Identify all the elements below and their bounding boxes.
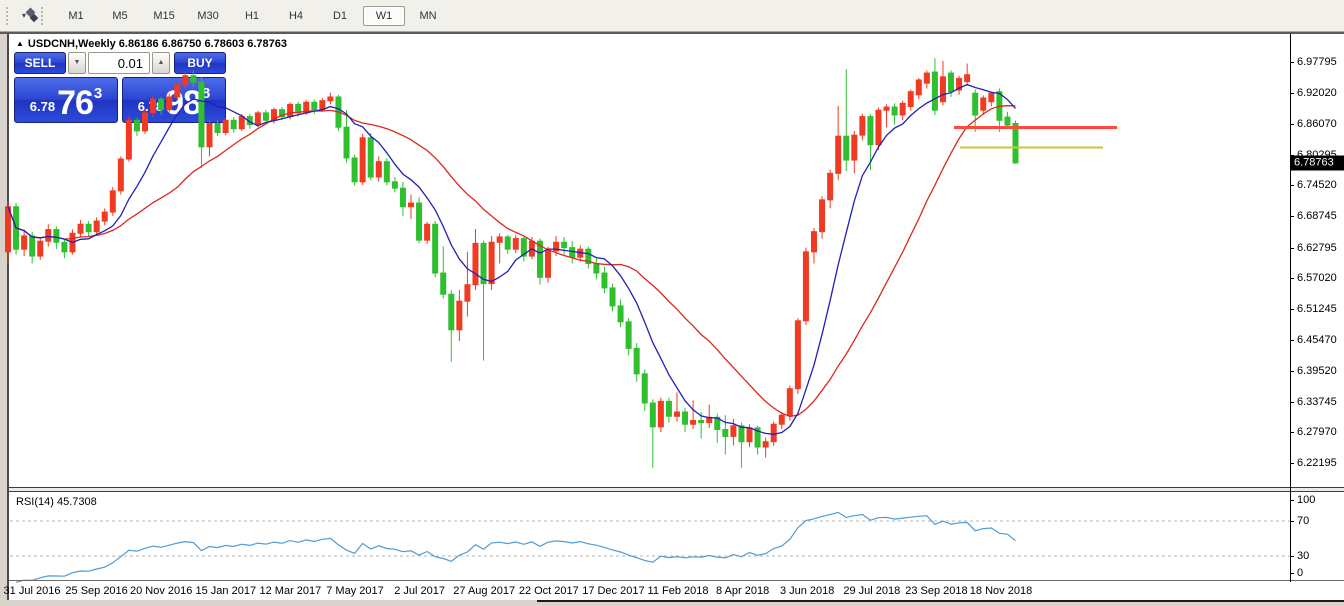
- sell-button[interactable]: SELL: [14, 52, 66, 74]
- price-axis-label: 6.51245: [1297, 302, 1337, 315]
- price-axis-border: [1290, 34, 1291, 582]
- price-axis-tick: [1290, 278, 1294, 280]
- timeframe-button-D1[interactable]: D1: [332, 9, 348, 22]
- date-axis-label: 18 Nov 2018: [969, 585, 1033, 597]
- price-axis-tick: [1290, 401, 1294, 403]
- timeframe-button-M1[interactable]: M1: [68, 9, 84, 22]
- sell-price-base: 6.78: [29, 99, 56, 114]
- price-axis-label: 6.22195: [1297, 456, 1337, 469]
- drawing-tool-button[interactable]: ▾: [15, 7, 39, 23]
- rsi-axis-tick: [1290, 573, 1294, 574]
- rsi-axis-tick: [1290, 500, 1294, 501]
- price-axis-tick: [1290, 339, 1294, 341]
- chart-left-gutter: [0, 34, 9, 606]
- pane-splitter[interactable]: [9, 487, 1344, 492]
- price-axis-label: 6.74520: [1297, 179, 1337, 192]
- price-axis-tick: [1290, 371, 1294, 373]
- diamonds-icon: [25, 7, 39, 22]
- price-axis-tick: [1290, 154, 1294, 156]
- toolbar-grip[interactable]: [39, 4, 45, 27]
- timeframe-button-MN[interactable]: MN: [419, 9, 437, 22]
- price-axis-label: 6.39520: [1297, 365, 1337, 378]
- one-click-trading-panel: SELL ▼ ▲ BUY 6.78 76 3 6.78 98 8: [14, 52, 226, 123]
- chevron-down-icon: ▾: [22, 10, 27, 20]
- toolbar: ▾ M1 M5 M15 M30 H1 H4 D1 W1 MN: [0, 0, 1344, 32]
- price-axis-label: 6.57020: [1297, 272, 1337, 285]
- rsi-pane-border: [9, 580, 1344, 581]
- price-axis-label: 6.92020: [1297, 86, 1337, 99]
- date-axis-label: 17 Dec 2017: [582, 585, 645, 597]
- price-axis-label: 6.86070: [1297, 118, 1337, 131]
- rsi-axis-label: 0: [1297, 567, 1304, 579]
- date-axis-label: 15 Jan 2017: [195, 585, 257, 597]
- price-axis-tick: [1290, 216, 1294, 218]
- lower-window-edge: [537, 600, 1344, 602]
- date-axis-label: 22 Oct 2017: [518, 585, 579, 597]
- rsi-axis-label: 70: [1297, 515, 1310, 527]
- rsi-axis-tick: [1290, 556, 1294, 557]
- current-price-tag: 6.78763: [1291, 155, 1344, 171]
- date-axis-label: 3 Jun 2018: [779, 585, 835, 597]
- timeframe-button-H1[interactable]: H1: [244, 9, 260, 22]
- timeframe-button-W1[interactable]: W1: [363, 5, 406, 26]
- rsi-axis-label: 30: [1297, 550, 1310, 562]
- price-axis-tick: [1290, 432, 1294, 434]
- candles-layer: [5, 58, 1019, 468]
- sell-price-pip: 3: [93, 85, 103, 102]
- volume-increase-button[interactable]: ▲: [152, 52, 170, 74]
- chart-title-text: USDCNH,Weekly 6.86186 6.86750 6.78603 6.…: [27, 38, 288, 50]
- date-axis-label: 27 Aug 2017: [453, 585, 516, 597]
- price-axis-label: 6.62795: [1297, 241, 1337, 254]
- price-axis-tick: [1290, 185, 1294, 187]
- toolbar-grip[interactable]: [4, 4, 9, 27]
- price-axis-tick: [1290, 61, 1294, 63]
- rsi-axis-label: 100: [1297, 494, 1316, 506]
- price-axis-tick: [1290, 92, 1294, 94]
- date-axis-label: 23 Sep 2018: [905, 585, 968, 597]
- timeframe-button-M30[interactable]: M30: [197, 9, 219, 22]
- ma-fast-line: [7, 83, 1016, 435]
- timeframe-button-M15[interactable]: M15: [153, 9, 175, 22]
- volume-input[interactable]: [88, 52, 150, 74]
- timeframe-button-H4[interactable]: H4: [288, 9, 304, 22]
- sell-price-big: 76: [57, 84, 94, 122]
- date-axis-label: 8 Apr 2018: [715, 585, 770, 597]
- price-axis-tick: [1290, 247, 1294, 249]
- price-axis-tick: [1290, 462, 1294, 464]
- buy-button[interactable]: BUY: [174, 52, 226, 74]
- price-axis-label: 6.33745: [1297, 395, 1337, 408]
- rsi-line: [15, 511, 1016, 583]
- volume-decrease-button[interactable]: ▼: [68, 52, 86, 74]
- buy-price-pip: 8: [201, 85, 211, 102]
- symbol-marker-icon: ▲: [16, 39, 24, 48]
- price-axis-tick: [1290, 308, 1294, 310]
- main-price-chart[interactable]: [5, 34, 1290, 487]
- date-axis-label: 11 Feb 2018: [647, 585, 709, 597]
- price-axis-label: 6.45470: [1297, 333, 1337, 346]
- date-axis-label: 7 May 2017: [326, 585, 384, 597]
- sell-price-panel[interactable]: 6.78 76 3: [14, 77, 118, 123]
- price-axis-label: 6.68745: [1297, 210, 1337, 223]
- rsi-axis-tick: [1290, 521, 1294, 522]
- date-axis-label: 20 Nov 2016: [129, 585, 193, 597]
- chart-window-border: [0, 32, 1344, 34]
- date-axis-label: 31 Jul 2016: [3, 585, 61, 597]
- date-axis-label: 12 Mar 2017: [259, 585, 322, 597]
- chart-title: ▲ USDCNH,Weekly 6.86186 6.86750 6.78603 6…: [16, 38, 287, 50]
- price-axis-label: 6.97795: [1297, 55, 1337, 68]
- bottom-strip: [0, 600, 1344, 606]
- date-axis-label: 2 Jul 2017: [394, 585, 445, 597]
- ma-slow-line: [7, 105, 1016, 418]
- rsi-indicator-label: RSI(14) 45.7308: [16, 496, 97, 508]
- timeframe-button-M5[interactable]: M5: [112, 9, 128, 22]
- rsi-chart[interactable]: [10, 492, 1290, 583]
- price-axis-tick: [1290, 124, 1294, 126]
- timeframe-bar: M1 M5 M15 M30 H1 H4 D1 W1 MN: [54, 5, 450, 26]
- date-axis-label: 29 Jul 2018: [843, 585, 901, 597]
- date-axis-label: 25 Sep 2016: [65, 585, 128, 597]
- price-axis-label: 6.27970: [1297, 426, 1337, 439]
